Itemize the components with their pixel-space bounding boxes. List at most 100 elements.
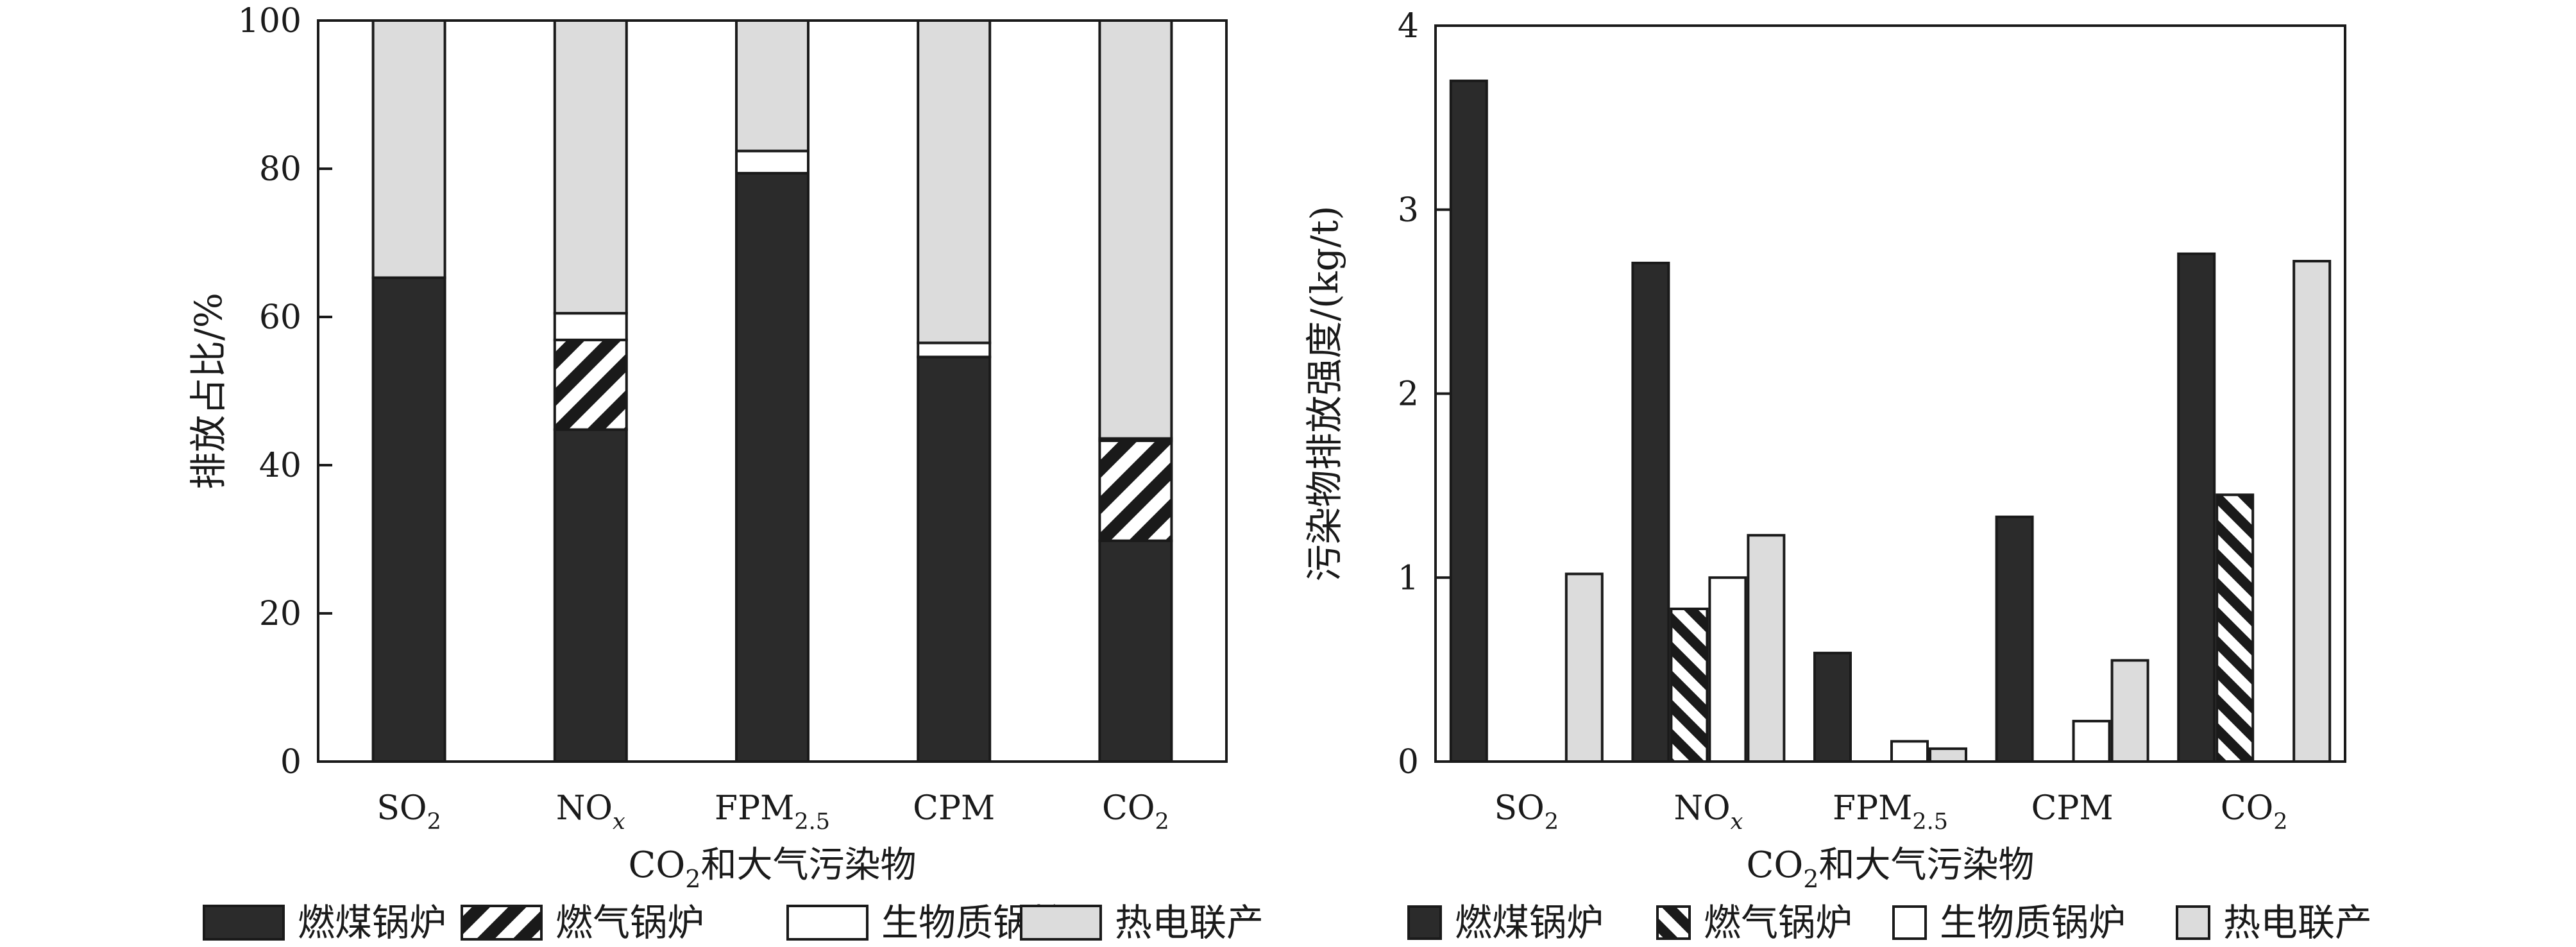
right-xtick-label-4: CO2 bbox=[2221, 789, 2288, 835]
left-y-axis: 0 20 40 60 80 100 bbox=[238, 2, 332, 781]
left-bar-coal-1 bbox=[553, 428, 628, 763]
right-bar-chp-0 bbox=[1564, 572, 1604, 763]
right-bar-coal-2 bbox=[1813, 651, 1852, 763]
left-xtick-label-0: SO2 bbox=[377, 789, 441, 835]
right-ytick-label-2: 2 bbox=[1398, 375, 1419, 414]
left-ytick-label-4: 80 bbox=[259, 150, 301, 189]
left-bar-chp-3 bbox=[917, 19, 992, 345]
right-xtick-label-4-sub: 2 bbox=[2273, 809, 2287, 835]
right-y-axis: 0 1 2 3 4 bbox=[1398, 7, 1450, 781]
left-xtick-label-1-sub: x bbox=[613, 809, 625, 835]
left-bars bbox=[371, 19, 1173, 764]
left-bar-chp-2 bbox=[735, 19, 809, 153]
left-xtick-label-0-sub: 2 bbox=[427, 809, 441, 835]
left-legend-swatch-gas bbox=[461, 905, 543, 941]
left-xtick-label-4: CO2 bbox=[1102, 789, 1169, 835]
left-bar-chp-4 bbox=[1098, 19, 1173, 440]
right-xtick-label-1: NOx bbox=[1674, 789, 1743, 835]
right-bar-chp-2 bbox=[1929, 747, 1967, 763]
left-legend: 燃煤锅炉 燃气锅炉 生物质锅炉 热电联产 bbox=[203, 901, 1264, 944]
left-bar-coal-2 bbox=[735, 171, 809, 763]
right-xtick-label-4-main: CO bbox=[2221, 789, 2273, 828]
right-xtick-label-2-main: FPM bbox=[1833, 789, 1912, 828]
left-xlabel-rest: 和大气污染物 bbox=[700, 844, 916, 886]
right-xlabel-sub: 2 bbox=[1803, 865, 1818, 893]
left-legend-swatch-chp bbox=[1020, 905, 1102, 941]
left-ytick-label-1: 20 bbox=[259, 595, 301, 633]
left-xtick-label-0-main: SO bbox=[377, 789, 427, 828]
left-ytick-label-0: 0 bbox=[280, 743, 301, 781]
right-legend-swatch-coal bbox=[1407, 905, 1442, 940]
right-bar-biomass-1 bbox=[1708, 576, 1747, 763]
right-ylabel: 污染物排放强度/(kg/t) bbox=[1303, 206, 1346, 582]
right-bar-biomass-2 bbox=[1890, 740, 1929, 764]
right-xtick-label-1-main: NO bbox=[1674, 789, 1730, 828]
left-xtick-label-1: NOx bbox=[556, 789, 625, 835]
left-xtick-label-3: CPM bbox=[913, 789, 995, 828]
right-legend-label-biomass: 生物质锅炉 bbox=[1940, 901, 2126, 944]
left-xtick-label-2-main: FPM bbox=[715, 789, 794, 828]
right-xlabel-main: CO bbox=[1747, 844, 1804, 886]
right-bar-gas-1 bbox=[1670, 607, 1709, 763]
left-ytick-label-3: 60 bbox=[259, 298, 301, 337]
left-xtick-label-4-sub: 2 bbox=[1155, 809, 1169, 835]
right-x-axis: SO2 NOx FPM2.5 CPM CO2 bbox=[1495, 789, 2288, 835]
right-bar-gas-4 bbox=[2216, 493, 2255, 764]
left-xlabel: CO2和大气污染物 bbox=[629, 844, 917, 893]
right-ytick-label-0: 0 bbox=[1398, 743, 1419, 781]
right-legend-swatch-chp bbox=[2176, 905, 2210, 940]
right-bar-biomass-3 bbox=[2072, 719, 2111, 764]
left-xtick-label-1-main: NO bbox=[556, 789, 613, 828]
left-xtick-label-4-main: CO bbox=[1102, 789, 1155, 828]
right-legend-label-chp: 热电联产 bbox=[2223, 901, 2372, 944]
left-bar-coal-0 bbox=[371, 276, 446, 764]
left-bar-gas-1 bbox=[553, 338, 628, 431]
left-bar-biomass-2 bbox=[735, 149, 809, 175]
right-bar-coal-4 bbox=[2177, 252, 2216, 763]
left-legend-swatch-coal bbox=[203, 905, 285, 941]
right-legend-label-gas: 燃气锅炉 bbox=[1704, 901, 1852, 944]
left-plot-frame bbox=[317, 19, 1228, 763]
right-xtick-label-3-main: CPM bbox=[2031, 789, 2114, 828]
right-legend-swatch-biomass bbox=[1892, 905, 1927, 940]
left-legend-label-chp: 热电联产 bbox=[1115, 901, 1264, 944]
left-bar-biomass-1 bbox=[553, 312, 628, 341]
right-bar-chp-4 bbox=[2292, 260, 2332, 764]
right-xtick-label-1-sub: x bbox=[1731, 809, 1743, 835]
left-legend-label-coal: 燃煤锅炉 bbox=[298, 901, 446, 944]
right-xlabel: CO2和大气污染物 bbox=[1747, 844, 2035, 893]
right-bar-coal-0 bbox=[1449, 80, 1488, 763]
right-ytick-label-3: 3 bbox=[1398, 191, 1419, 230]
right-xtick-label-0-sub: 2 bbox=[1545, 809, 1559, 835]
right-xlabel-rest: 和大气污染物 bbox=[1818, 844, 2034, 886]
right-xtick-label-0: SO2 bbox=[1495, 789, 1559, 835]
right-xtick-label-2: FPM2.5 bbox=[1833, 789, 1948, 835]
left-ylabel: 排放占比/% bbox=[187, 293, 230, 490]
left-xtick-label-2: FPM2.5 bbox=[715, 789, 830, 835]
left-legend-swatch-biomass bbox=[786, 905, 869, 941]
left-xtick-label-3-main: CPM bbox=[913, 789, 995, 828]
right-ytick-label-1: 1 bbox=[1398, 559, 1419, 597]
right-bar-chp-3 bbox=[2110, 659, 2149, 763]
right-bar-coal-1 bbox=[1631, 261, 1670, 764]
right-legend-label-coal: 燃煤锅炉 bbox=[1455, 901, 1604, 944]
left-ytick-label-2: 40 bbox=[259, 447, 301, 485]
right-ytick-label-4: 4 bbox=[1398, 7, 1419, 46]
right-bar-chp-1 bbox=[1747, 534, 1786, 763]
left-bar-gas-4 bbox=[1098, 439, 1173, 542]
right-xtick-label-3: CPM bbox=[2031, 789, 2114, 828]
left-bar-chp-0 bbox=[371, 19, 446, 279]
right-bars bbox=[1449, 80, 2332, 764]
left-xlabel-sub: 2 bbox=[685, 865, 700, 893]
left-bar-coal-4 bbox=[1098, 539, 1173, 763]
right-xtick-label-2-sub: 2.5 bbox=[1912, 809, 1948, 835]
left-xlabel-main: CO bbox=[629, 844, 686, 886]
left-x-axis: SO2 NOx FPM2.5 CPM CO2 bbox=[377, 789, 1169, 835]
left-bar-biomass-3 bbox=[917, 341, 992, 359]
right-bar-coal-3 bbox=[1995, 515, 2034, 763]
right-xtick-label-0-main: SO bbox=[1495, 789, 1545, 828]
left-xtick-label-2-sub: 2.5 bbox=[794, 809, 830, 835]
